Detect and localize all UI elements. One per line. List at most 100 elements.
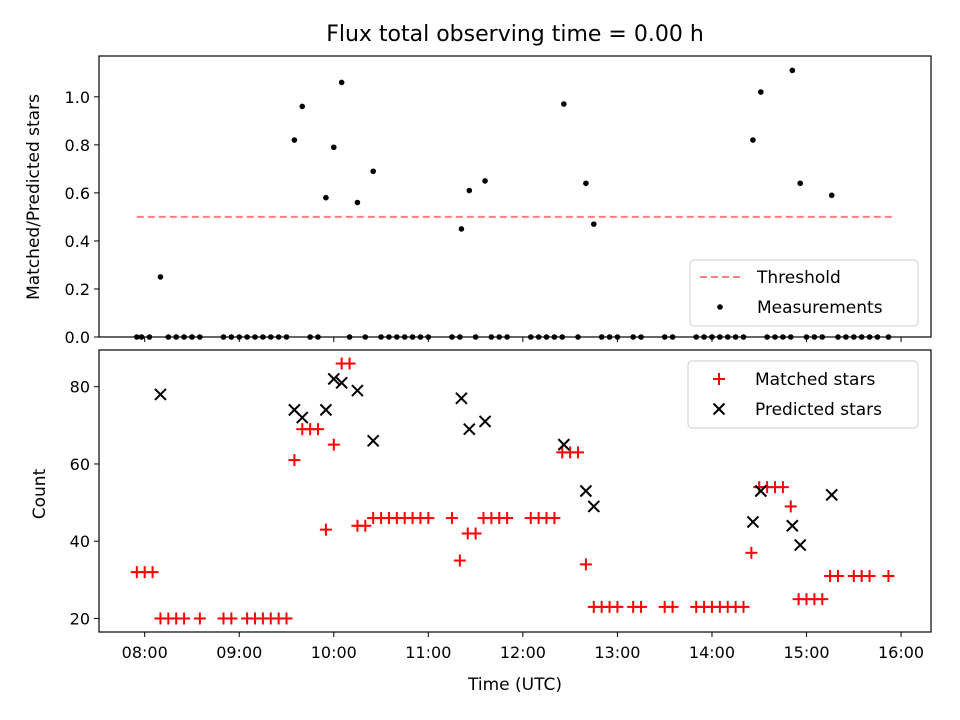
matched-star-point [280, 612, 293, 625]
bottom-x-axis-label: Time (UTC) [467, 675, 562, 695]
bottom-x-tick-label: 10:00 [311, 643, 357, 662]
bottom-axes-frame [98, 349, 932, 633]
matched-star-point [863, 569, 876, 582]
top-y-tick-label: 0.0 [65, 328, 90, 347]
top-legend-box [689, 259, 919, 327]
predicted-star-point [794, 538, 807, 552]
predicted-star-point [557, 438, 571, 451]
predicted-star-point [754, 484, 768, 498]
predicted-star-point [335, 376, 348, 390]
measurement-point [466, 187, 473, 194]
measurement-point [797, 180, 804, 187]
legend-matched-label: Matched stars [755, 370, 875, 390]
matched-star-point [146, 566, 159, 579]
measurement-point [458, 226, 465, 232]
matched-star-point [548, 512, 561, 525]
legend-predicted-label: Predicted stars [755, 400, 882, 420]
legend-matched-swatch [713, 373, 725, 385]
measurement-point [370, 168, 376, 175]
bottom-x-tick-label: 16:00 [878, 643, 924, 662]
predicted-star-point [351, 384, 364, 397]
top-y-tick-label: 1.0 [65, 88, 90, 107]
bottom-x-tick-label: 15:00 [783, 643, 829, 662]
legend-predicted-swatch [712, 402, 726, 416]
measurement-point [338, 79, 345, 86]
measurement-point [561, 101, 567, 107]
matched-star-point [572, 446, 585, 459]
matched-star-point [882, 569, 895, 582]
predicted-star-point [455, 392, 468, 405]
matched-star-point [832, 569, 845, 582]
bottom-x-tick-label: 14:00 [689, 643, 735, 662]
matched-star-point [445, 512, 458, 525]
matched-star-point [469, 527, 482, 540]
chart-title: Flux total observing time = 0.00 h [326, 22, 704, 47]
matched-star-point [312, 423, 325, 436]
matched-star-point [501, 512, 514, 525]
top-y-tick-label: 0.6 [65, 184, 90, 203]
bottom-x-tick-label: 11:00 [405, 643, 451, 662]
predicted-star-point [319, 403, 333, 417]
matched-star-point [225, 612, 238, 625]
measurement-point [330, 144, 337, 151]
predicted-star-point [825, 488, 838, 502]
legend-predicted-marker [712, 402, 726, 416]
measurement-point [590, 221, 597, 227]
bottom-x-tick-label: 09:00 [216, 643, 262, 662]
matched-star-point [635, 600, 648, 613]
top-legend: Threshold Measurements [689, 259, 919, 327]
measurement-point [157, 274, 164, 280]
measurement-point [750, 137, 756, 143]
matched-star-point [359, 519, 372, 532]
matched-star-point [327, 438, 340, 451]
matched-star-point [579, 558, 592, 571]
bottom-legend: Matched stars Predicted stars [687, 360, 919, 429]
predicted-star-point [478, 415, 492, 428]
predicted-star-point [579, 484, 593, 498]
bottom-y-axis-label: Count [30, 468, 50, 519]
matched-star-point [776, 481, 789, 494]
matched-star-point [343, 357, 356, 370]
top-y-tick-label: 0.4 [65, 232, 90, 251]
predicted-star-point [746, 515, 760, 529]
bottom-y-tick-label: 20 [70, 609, 90, 628]
top-y-tick-label: 0.8 [65, 136, 90, 155]
matched-star-point [288, 454, 301, 467]
bottom-y-tick-label: 80 [70, 378, 90, 397]
matched-star-point [453, 554, 466, 567]
top-axes-frame [98, 55, 932, 338]
matched-star-point [816, 593, 829, 606]
measurement-point [482, 178, 488, 184]
bottom-x-tick-label: 08:00 [122, 643, 168, 662]
predicted-star-point [786, 519, 799, 532]
predicted-star-point [296, 411, 309, 424]
matched-star-point [422, 512, 435, 525]
top-y-axis-label: Matched/Predicted stars [24, 94, 44, 300]
matched-star-point [737, 600, 750, 613]
bottom-y-tick-label: 60 [70, 455, 90, 474]
measurement-point [828, 192, 835, 199]
predicted-star-point [463, 422, 476, 436]
matched-star-point [193, 612, 206, 625]
measurement-point [291, 137, 298, 143]
matched-star-point [319, 523, 332, 536]
top-plot-area: 0.0 0.2 0.4 0.6 0.8 1.0 [65, 55, 932, 347]
legend-measurements-label: Measurements [757, 298, 883, 318]
bottom-legend-box [687, 360, 919, 429]
measurement-point [789, 67, 796, 74]
matched-star-point [745, 546, 758, 559]
predicted-star-point [587, 500, 600, 513]
bottom-x-tick-label: 12:00 [500, 643, 546, 662]
predicted-star-point [154, 388, 167, 401]
bottom-x-tick-label: 13:00 [594, 643, 640, 662]
legend-matched-marker [713, 373, 725, 385]
matched-star-point [611, 600, 624, 613]
measurement-point [583, 180, 589, 187]
measurement-point [323, 194, 329, 201]
measurement-point [354, 199, 361, 206]
matched-star-point [784, 500, 797, 513]
measurement-point [299, 103, 306, 110]
predicted-star-point [366, 434, 380, 447]
top-y-tick-label: 0.2 [65, 280, 90, 299]
